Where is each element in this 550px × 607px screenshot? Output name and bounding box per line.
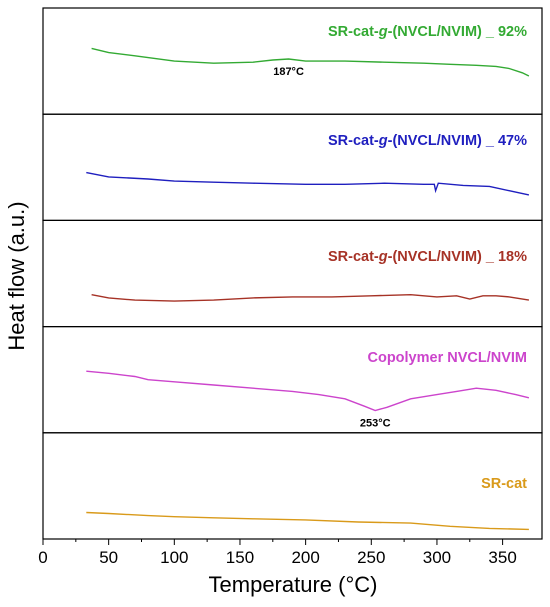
- series-label-3: SR-cat-g-(NVCL/NVIM) _ 18%: [328, 249, 527, 265]
- series-label-1: SR-cat-g-(NVCL/NVIM) _ 92%: [328, 24, 527, 40]
- series-labels: SR-cat-g-(NVCL/NVIM) _ 92% SR-cat-g-(NVCL…: [328, 24, 527, 492]
- series-line-5: [86, 511, 529, 531]
- x-tick-label-150: 150: [226, 548, 254, 567]
- x-tick-label-300: 300: [423, 548, 451, 567]
- series-line-1: [91, 47, 530, 77]
- series-label-2: SR-cat-g-(NVCL/NVIM) _ 47%: [328, 133, 527, 149]
- panels: [42, 7, 543, 540]
- annotation-4: 253°C: [360, 417, 391, 429]
- series-line-3: [91, 293, 530, 302]
- x-tick-label-200: 200: [291, 548, 319, 567]
- x-tick-label-350: 350: [488, 548, 516, 567]
- series-line-2: [86, 171, 530, 196]
- panel-frame-3: [42, 219, 543, 328]
- x-tick-label-50: 50: [99, 548, 118, 567]
- x-tick-label-0: 0: [38, 548, 47, 567]
- y-axis-title: Heat flow (a.u.): [4, 201, 29, 350]
- series-lines: [86, 47, 530, 531]
- panel-frame-5: [42, 432, 543, 540]
- x-tick-label-250: 250: [357, 548, 385, 567]
- x-axis-title: Temperature (°C): [209, 572, 378, 597]
- panel-frame-4: [42, 326, 543, 434]
- annotations: 187°C 253°C: [273, 66, 390, 430]
- annotation-1: 187°C: [273, 66, 304, 78]
- panel-frame-2: [42, 113, 543, 221]
- x-axis: 0 50 100 150 200 250 300 350: [38, 539, 517, 567]
- x-tick-label-100: 100: [160, 548, 188, 567]
- series-line-4: [86, 370, 530, 412]
- series-label-4: Copolymer NVCL/NVIM: [367, 350, 527, 366]
- series-label-5: SR-cat: [481, 476, 527, 492]
